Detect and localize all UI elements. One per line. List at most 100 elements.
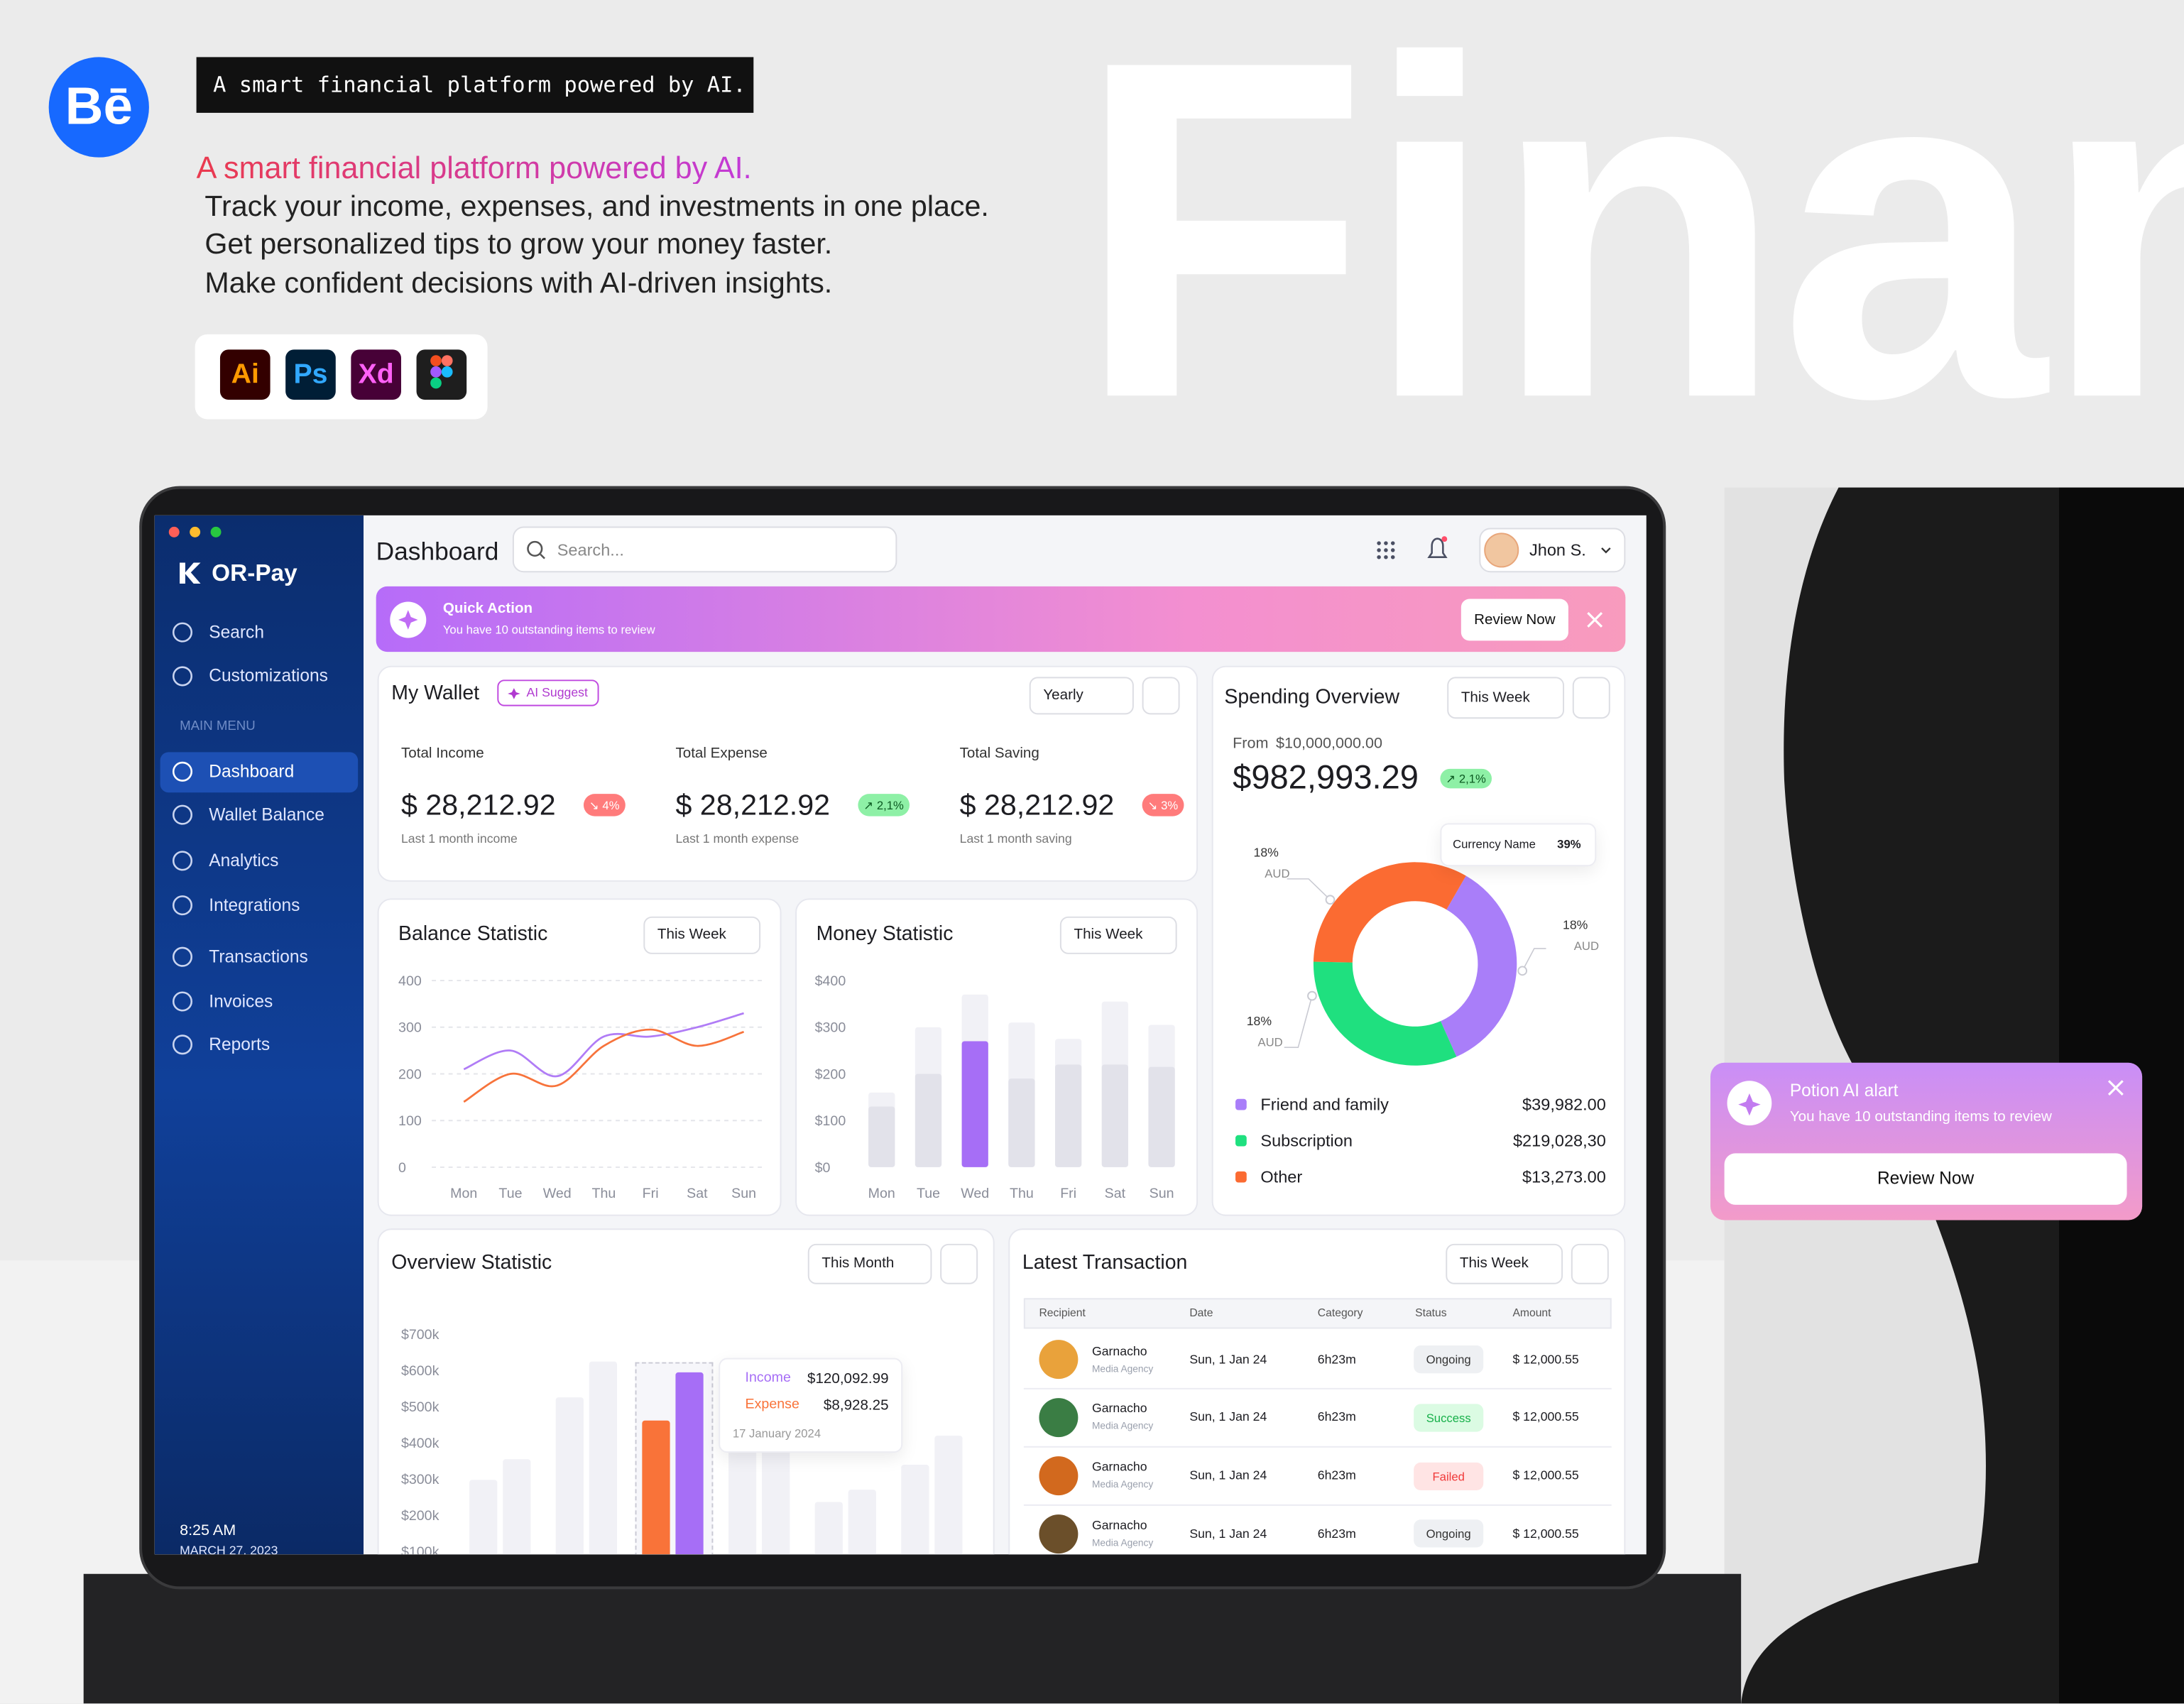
menu-item[interactable]: Invoices xyxy=(209,991,273,1011)
apps-icon xyxy=(1390,555,1395,559)
ai-badge[interactable]: AI Suggest xyxy=(497,679,599,706)
sidebar xyxy=(154,515,364,1555)
search-placeholder: Search... xyxy=(557,540,624,560)
more-button[interactable] xyxy=(1572,677,1610,719)
menu-item[interactable]: Transactions xyxy=(209,946,308,966)
dropdown[interactable]: This Month xyxy=(807,1243,932,1284)
donut-segment xyxy=(1441,875,1517,1057)
card-title: Money Statistic xyxy=(816,923,954,946)
y-tick-label: 100 xyxy=(398,1113,422,1129)
more-button[interactable] xyxy=(940,1243,978,1284)
alert-button[interactable]: Review Now xyxy=(1724,1153,2127,1205)
tooltip-series: Income xyxy=(745,1370,791,1386)
stat-amount: $ 28,212.92 xyxy=(675,789,831,821)
page-title: Dashboard xyxy=(376,537,499,566)
tx-amount: $ 12,000.55 xyxy=(1512,1351,1579,1366)
y-tick-label: 200 xyxy=(398,1066,422,1082)
legend-label[interactable]: Friend and family xyxy=(1260,1094,1389,1115)
headline: A smart financial platform powered by AI… xyxy=(196,150,752,185)
more-button[interactable] xyxy=(1571,1243,1609,1284)
status-pill: Failed xyxy=(1414,1462,1484,1490)
menu-item[interactable]: Integrations xyxy=(209,895,300,915)
review-button[interactable]: Review Now xyxy=(1460,599,1568,641)
bell-icon xyxy=(1427,537,1448,558)
table-header-bg xyxy=(1023,1298,1612,1329)
tool-icon: Ai xyxy=(219,349,271,400)
tool-icon: Ps xyxy=(285,349,336,400)
tooltip-amount: $8,928.25 xyxy=(823,1397,889,1414)
figma-dot xyxy=(441,355,453,366)
dropdown[interactable]: This Week xyxy=(1446,1243,1563,1284)
y-tick-label: 400 xyxy=(398,973,422,989)
big-word: Finan xyxy=(1075,0,2184,499)
dropdown[interactable]: Yearly xyxy=(1029,677,1134,715)
tooltip-label: Currency Name xyxy=(1453,836,1536,851)
apps-icon xyxy=(1384,555,1388,559)
recipient-name: Garnacho xyxy=(1091,1518,1147,1532)
tx-date: Sun, 1 Jan 24 xyxy=(1189,1526,1267,1541)
x-tick-label: Fri xyxy=(643,1186,659,1201)
sidebar-item[interactable]: Search xyxy=(209,622,264,642)
y-tick-label: $0 xyxy=(815,1160,831,1176)
tagline-line: Track your income, expenses, and investm… xyxy=(204,190,989,222)
y-tick-label: $300k xyxy=(401,1472,439,1487)
bar xyxy=(1101,1064,1129,1167)
legend-label[interactable]: Subscription xyxy=(1260,1130,1353,1151)
bell-badge xyxy=(1441,536,1448,542)
change-pill: ↘ 3% xyxy=(1142,794,1184,816)
legend-amount: $13,273.00 xyxy=(1522,1167,1606,1187)
callout-unit: AUD xyxy=(1573,938,1600,953)
menu-item[interactable]: Analytics xyxy=(209,851,279,870)
search-box[interactable] xyxy=(512,526,897,573)
laptop-base xyxy=(83,1573,1742,1704)
sidebar-item[interactable]: Customizations xyxy=(209,666,328,686)
y-tick-label: $600k xyxy=(401,1363,439,1379)
x-tick-label: Mon xyxy=(450,1186,477,1201)
callout-value: 18% xyxy=(1563,917,1588,932)
menu-icon xyxy=(172,804,193,825)
sparkle xyxy=(398,610,418,630)
legend-label[interactable]: Other xyxy=(1260,1167,1303,1187)
tagline-line: Get personalized tips to grow your money… xyxy=(204,228,833,261)
brand-icon xyxy=(180,562,201,584)
quick-title: Quick Action xyxy=(442,600,533,617)
window-dot xyxy=(210,526,222,537)
tx-category: 6h23m xyxy=(1317,1351,1356,1366)
menu-section: MAIN MENU xyxy=(180,719,256,735)
line-series xyxy=(463,1012,744,1078)
donut-tooltip xyxy=(1440,823,1597,867)
stat-note: Last 1 month saving xyxy=(959,831,1072,845)
menu-item[interactable]: Wallet Balance xyxy=(209,804,324,824)
figma-dot xyxy=(430,377,442,389)
more-button[interactable] xyxy=(1142,677,1180,715)
dropdown[interactable]: This Week xyxy=(1447,677,1565,719)
menu-icon xyxy=(172,991,193,1012)
menu-icon xyxy=(172,622,193,643)
callout-unit: AUD xyxy=(1257,1034,1283,1049)
stat-note: Last 1 month income xyxy=(400,831,518,845)
figma-dot xyxy=(441,366,453,378)
bar xyxy=(914,1074,942,1167)
callout-value: 18% xyxy=(1246,1013,1272,1027)
table-header: Date xyxy=(1189,1306,1213,1319)
sparkle xyxy=(1738,1093,1761,1116)
y-tick-label: $300 xyxy=(815,1020,846,1036)
callout-value: 18% xyxy=(1253,844,1279,859)
tooltip-date: 17 January 2024 xyxy=(732,1426,821,1440)
menu-icon xyxy=(172,895,193,916)
bar xyxy=(555,1397,584,1555)
dropdown[interactable]: This Week xyxy=(643,916,761,954)
user-avatar xyxy=(1484,532,1519,568)
y-tick-label: $200k xyxy=(401,1508,439,1524)
spending-card xyxy=(1211,665,1626,1216)
legend-swatch xyxy=(1235,1171,1247,1183)
dropdown[interactable]: This Week xyxy=(1059,916,1177,954)
bar xyxy=(728,1450,757,1555)
tx-date: Sun, 1 Jan 24 xyxy=(1189,1409,1267,1424)
change-pill: ↘ 4% xyxy=(583,794,626,816)
menu-icon xyxy=(172,1034,193,1055)
menu-item[interactable]: Dashboard xyxy=(209,761,295,782)
apps-icon xyxy=(1384,548,1388,552)
y-tick-label: $400 xyxy=(815,973,846,989)
menu-item[interactable]: Reports xyxy=(209,1034,271,1054)
